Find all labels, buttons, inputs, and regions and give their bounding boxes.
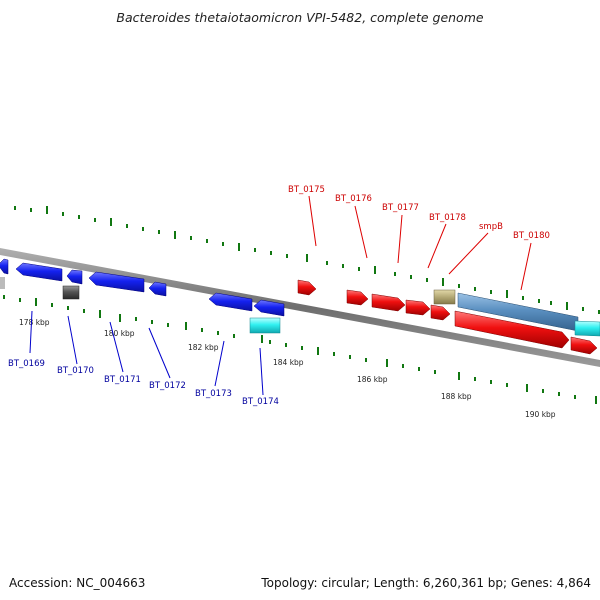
rna-gene-block[interactable] (249, 317, 281, 334)
pseudo-gene-block[interactable] (62, 285, 80, 300)
scale-label-180: 180 kbp (104, 329, 135, 338)
gene-arrow-plus-edge[interactable] (570, 336, 598, 355)
inner-tick-track (3, 295, 597, 404)
genome-summary-text: Topology: circular; Length: 6,260,361 bp… (261, 576, 591, 590)
gray-gene-edge[interactable] (0, 277, 5, 289)
gene-arrow-minus[interactable] (15, 262, 63, 282)
gene-arrow-minus[interactable] (253, 299, 285, 317)
scale-label-178: 178 kbp (19, 318, 50, 327)
gene-arrow-plus[interactable] (346, 289, 369, 306)
gene-arrow-minus[interactable] (148, 281, 167, 297)
gene-arrow-minus[interactable] (66, 269, 83, 285)
gene-label-BT_0172: BT_0172 (149, 381, 186, 391)
gene-label-BT_0170: BT_0170 (57, 366, 94, 376)
scale-label-190: 190 kbp (525, 410, 556, 419)
plus-leader-lines (308, 195, 532, 291)
gene-arrow-plus[interactable] (430, 304, 451, 321)
gene-label-BT_0178: BT_0178 (429, 213, 466, 223)
accession-text: Accession: NC_004663 (9, 576, 146, 590)
gene-label-BT_0173: BT_0173 (195, 389, 232, 399)
scale-label-184: 184 kbp (273, 358, 304, 367)
scale-label-188: 188 kbp (441, 392, 472, 401)
map-title: Bacteroides thetaiotaomicron VPI-5482, c… (116, 10, 484, 25)
gene-label-BT_0180: BT_0180 (513, 231, 550, 241)
smpB-gene-block[interactable] (433, 289, 456, 305)
gene-label-smpB: smpB (479, 222, 503, 232)
gene-label-BT_0174: BT_0174 (242, 397, 279, 407)
gene-arrow-minus[interactable] (0, 258, 9, 275)
gene-arrow-plus[interactable] (297, 279, 317, 296)
genome-backbone (0, 248, 600, 367)
gene-arrow-plus[interactable] (405, 299, 431, 316)
gene-arrow-minus[interactable] (88, 271, 145, 293)
scale-label-182: 182 kbp (188, 343, 219, 352)
rna-gene-edge[interactable] (574, 320, 600, 337)
gene-label-BT_0177: BT_0177 (382, 203, 419, 213)
gene-label-BT_0176: BT_0176 (335, 194, 372, 204)
gene-arrow-plus[interactable] (371, 293, 406, 312)
gene-label-BT_0169: BT_0169 (8, 359, 45, 369)
gene-arrow-minus[interactable] (208, 292, 253, 312)
gene-label-BT_0171: BT_0171 (104, 375, 141, 385)
gene-label-BT_0175: BT_0175 (288, 185, 325, 195)
outer-tick-track (14, 206, 600, 314)
minus-leader-lines (29, 310, 264, 396)
scale-label-186: 186 kbp (357, 375, 388, 384)
gene-arrow-plus-long[interactable] (454, 310, 570, 349)
